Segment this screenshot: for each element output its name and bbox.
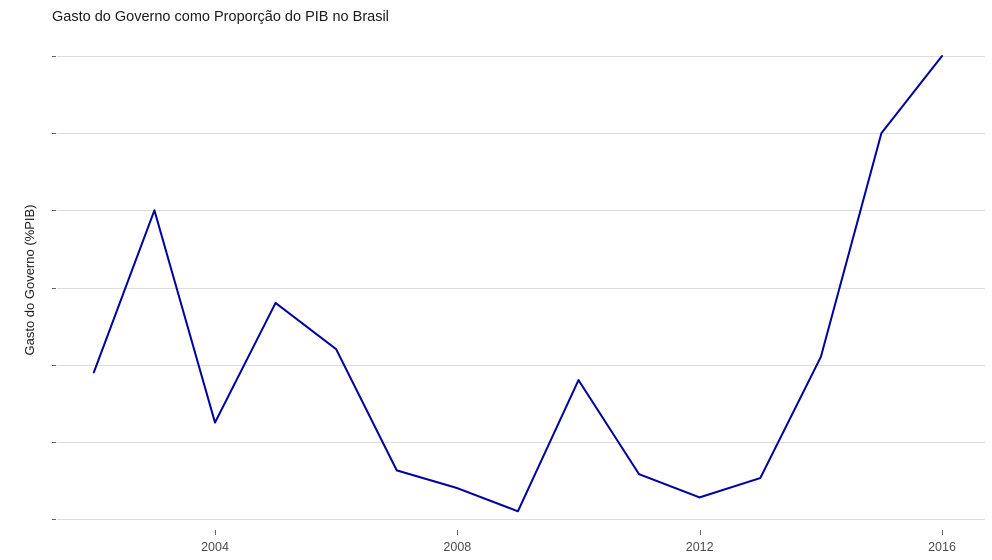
- y-axis-title: Gasto do Governo (%PIB): [22, 204, 37, 356]
- gridline-y-43: [57, 56, 985, 57]
- y-tick-mark-37: [52, 519, 56, 520]
- x-tick-label-2016: 2016: [928, 540, 956, 554]
- gridline-y-40: [57, 287, 985, 289]
- y-tick-mark-41: [52, 210, 56, 212]
- y-tick-mark-40: [52, 287, 56, 289]
- y-tick-mark-42: [52, 133, 56, 135]
- gridline-y-41: [57, 210, 985, 212]
- x-tick-mark-2012: [699, 530, 701, 535]
- y-tick-mark-39: [52, 364, 56, 366]
- gridline-y-42: [57, 133, 985, 135]
- x-tick-label-2008: 2008: [443, 540, 472, 554]
- gridline-y-39: [57, 364, 985, 366]
- gridline-y-37: [57, 519, 985, 520]
- chart-title: Gasto do Governo como Proporção do PIB n…: [52, 9, 389, 25]
- x-tick-label-2012: 2012: [685, 540, 714, 554]
- series-line-gasto-do-governo: [92, 55, 943, 513]
- y-tick-mark-38: [52, 441, 56, 443]
- gridline-y-38: [57, 441, 985, 443]
- x-tick-mark-2016: [942, 530, 943, 535]
- x-tick-label-2004: 2004: [201, 540, 229, 554]
- series-polyline: [92, 55, 943, 513]
- y-tick-mark-43: [52, 56, 56, 57]
- x-tick-mark-2008: [457, 530, 459, 535]
- x-tick-mark-2004: [215, 530, 216, 535]
